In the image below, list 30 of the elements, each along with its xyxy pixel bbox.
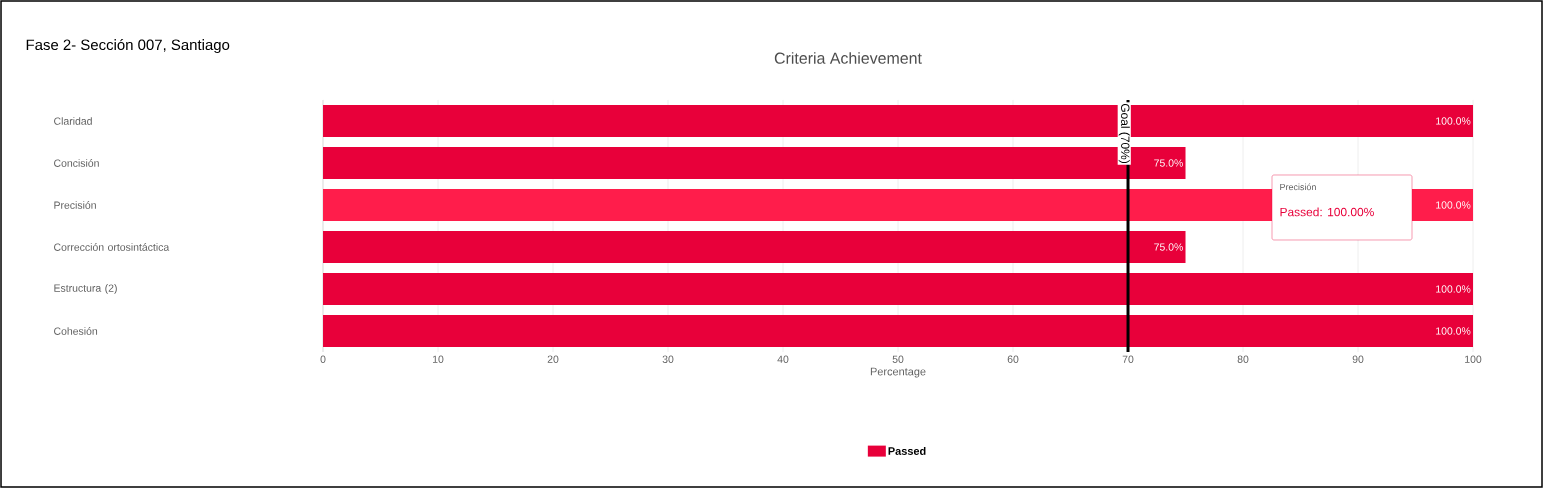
y-tick-label: Claridad bbox=[54, 117, 92, 125]
data-label: 100.0% bbox=[1436, 201, 1471, 209]
x-tick-label: 0 bbox=[320, 355, 326, 363]
x-tick-label: 50 bbox=[892, 355, 904, 363]
text: Fase 2- Sección 007, Santiago bbox=[26, 38, 230, 54]
chart-title: Criteria Achievement bbox=[774, 52, 922, 64]
legend-label: Passed bbox=[888, 446, 926, 455]
x-tick-label: 60 bbox=[1007, 355, 1019, 363]
data-label: 100.0% bbox=[1436, 327, 1471, 335]
x-tick-label: 100 bbox=[1465, 355, 1482, 363]
data-label: 100.0% bbox=[1436, 285, 1471, 293]
data-label: 100.0% bbox=[1436, 117, 1471, 125]
x-tick-label: 90 bbox=[1352, 355, 1364, 363]
annotation: Precisión bbox=[1280, 183, 1316, 191]
x-tick-label: 10 bbox=[433, 355, 444, 363]
x-tick-label: 80 bbox=[1237, 355, 1249, 363]
x-tick-label: 30 bbox=[662, 355, 674, 363]
y-tick-label: Cohesión bbox=[54, 327, 98, 335]
x-tick-label: 20 bbox=[547, 355, 559, 363]
ref-line-label: Goal (70%) bbox=[1118, 103, 1130, 163]
data-label: 75.0% bbox=[1154, 243, 1183, 251]
y-tick-label: Estructura (2) bbox=[54, 284, 117, 294]
y-tick-label: Precisión bbox=[54, 201, 96, 209]
y-tick-label: Concisión bbox=[54, 159, 99, 167]
annotation: Passed: 100.00% bbox=[1280, 207, 1374, 217]
x-tick-label: 40 bbox=[777, 355, 789, 363]
y-tick-label: Corrección ortosintáctica bbox=[54, 243, 170, 251]
x-axis-title: Percentage bbox=[870, 367, 926, 378]
data-label: 75.0% bbox=[1154, 159, 1183, 167]
x-tick-label: 70 bbox=[1122, 355, 1134, 363]
